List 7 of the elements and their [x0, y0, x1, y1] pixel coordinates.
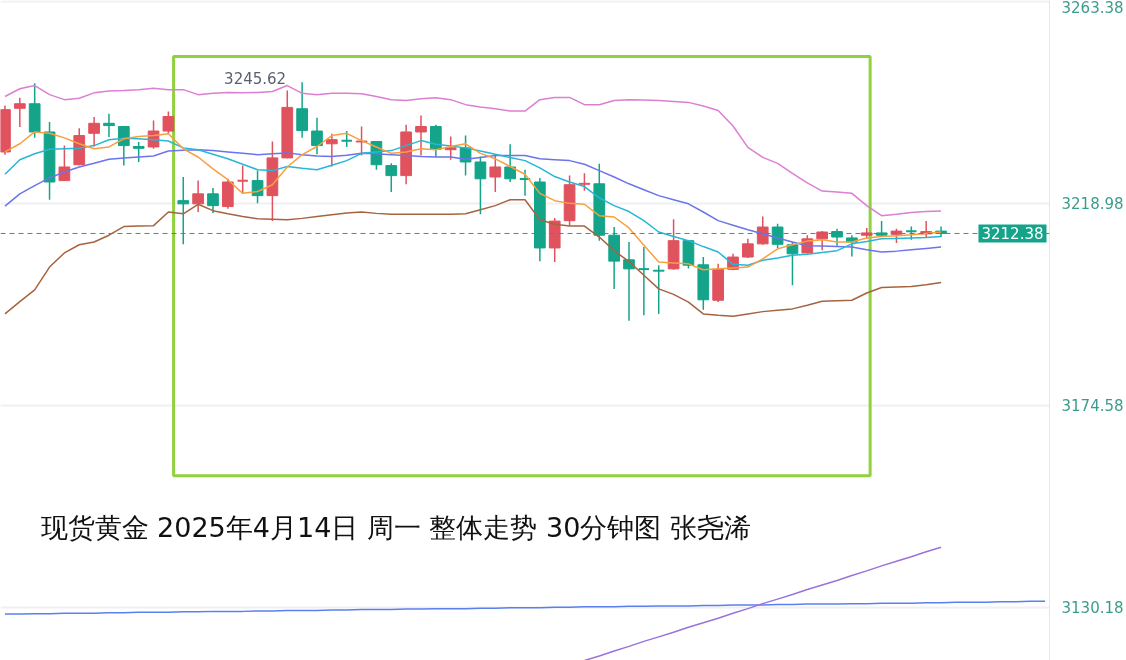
annotation: 3245.62 — [224, 70, 287, 89]
ref-line-label: 3212.38 — [981, 225, 1044, 244]
y-tick-label: 3174.58 — [1061, 397, 1124, 416]
text: 现货黄金 2025年4月14日 周一 整体走势 30分钟图 张尧浠 — [40, 511, 752, 543]
y-tick-label: 3130.18 — [1061, 599, 1124, 618]
y-tick-label: 3263.38 — [1061, 0, 1124, 17]
y-tick-label: 3218.98 — [1061, 195, 1124, 214]
